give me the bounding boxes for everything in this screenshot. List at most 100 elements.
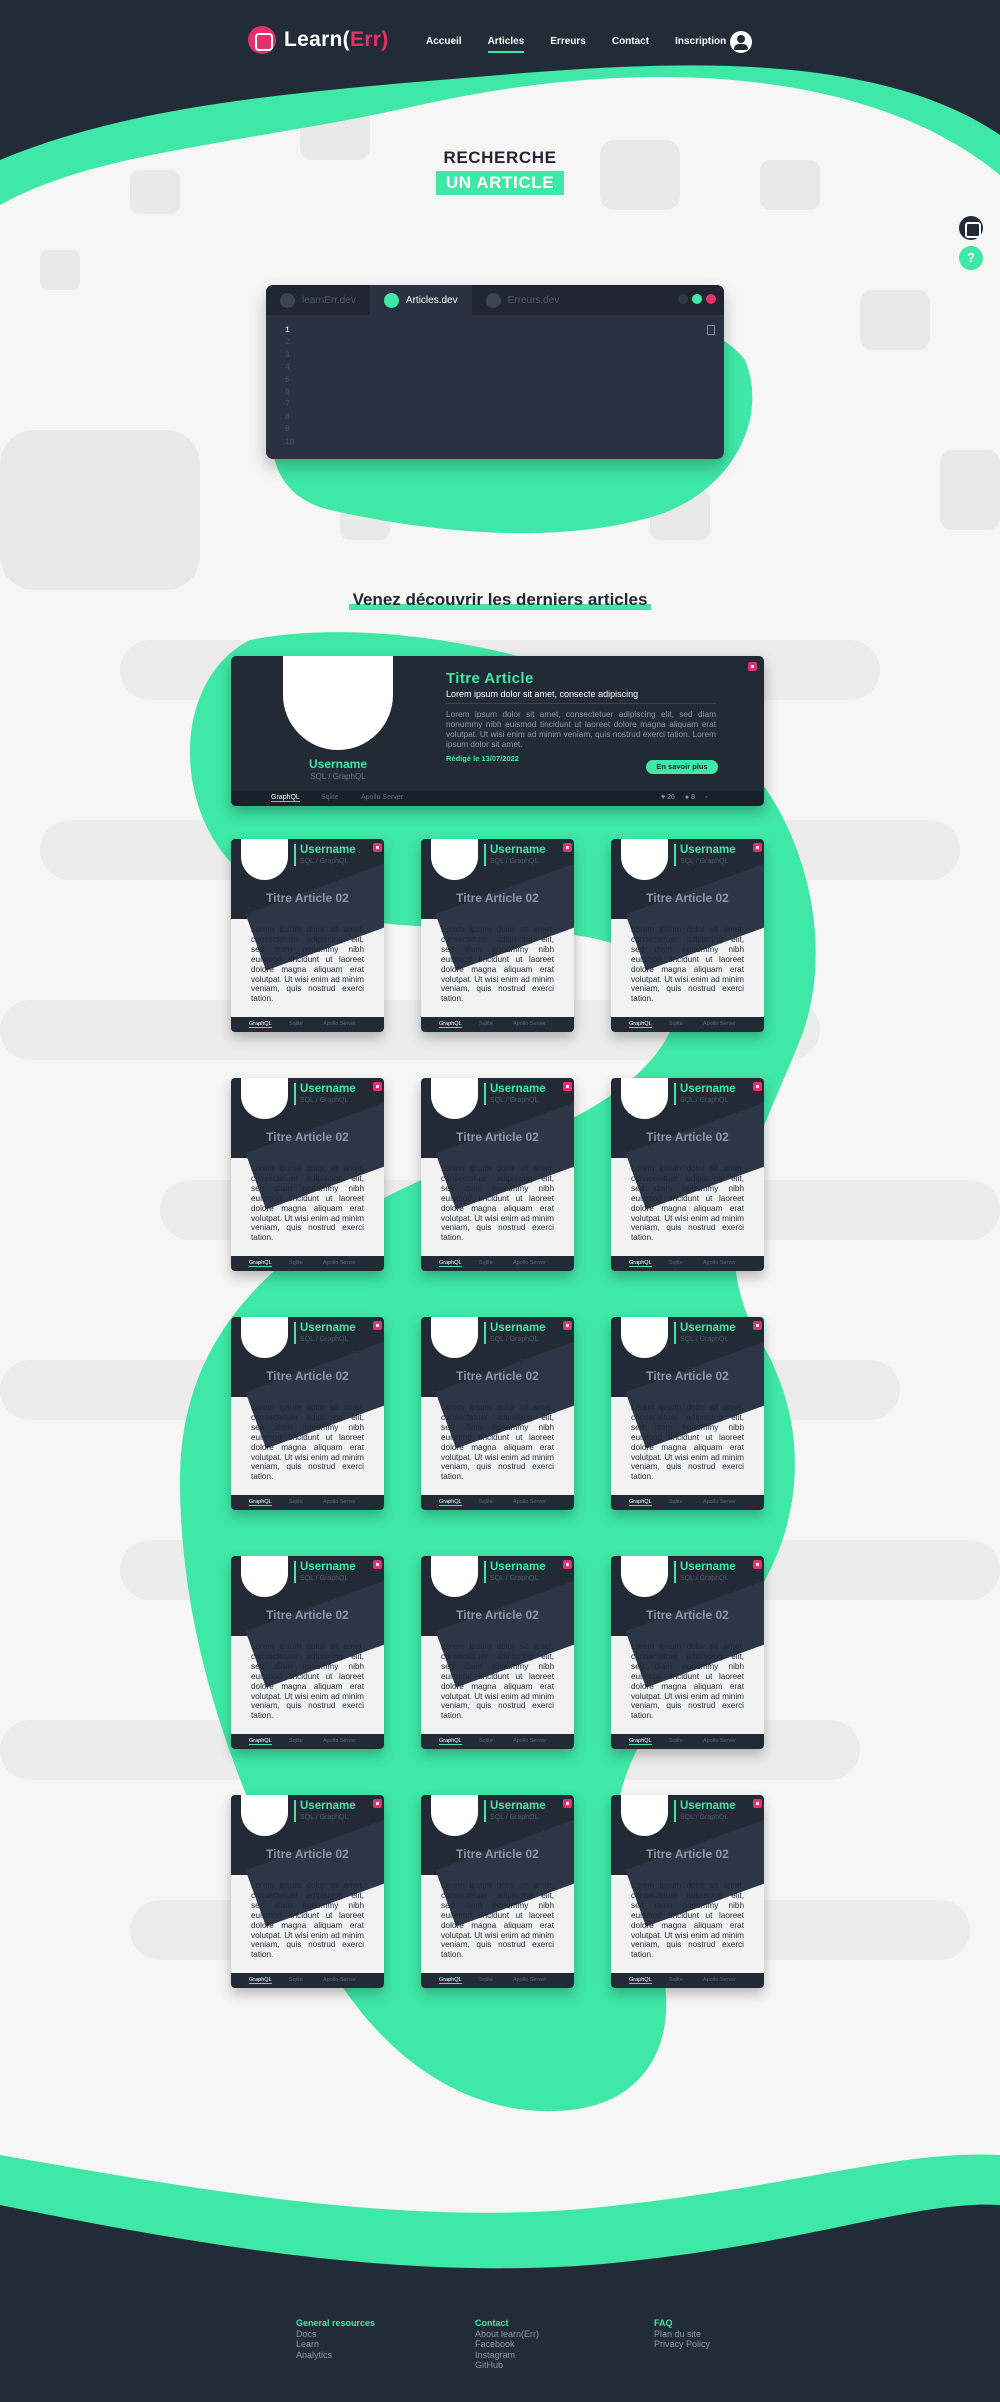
article-card[interactable]: Username SQL / GraphQL Titre Article 02 Lor…	[421, 839, 574, 1032]
tag-tab[interactable]: Apollo Server	[323, 1499, 357, 1505]
editor-body[interactable]: 1 2 3 4 5 6 7 8 9 10	[266, 315, 724, 449]
author-username[interactable]: Username	[300, 1800, 356, 1812]
article-card[interactable]: Username SQL / GraphQL Titre Article 02 Lor…	[421, 1795, 574, 1988]
document-icon[interactable]	[707, 325, 715, 335]
author-username[interactable]: Username	[308, 757, 368, 771]
author-username[interactable]: Username	[680, 1800, 736, 1812]
tag-tab[interactable]: Sqlite	[669, 1738, 683, 1744]
close-icon[interactable]	[563, 1799, 572, 1808]
article-card[interactable]: Username SQL / GraphQL Titre Article 02 Lor…	[611, 1556, 764, 1749]
article-title[interactable]: Titre Article 02	[456, 891, 539, 905]
article-card[interactable]: Username SQL / GraphQL Titre Article 02 Lor…	[421, 1317, 574, 1510]
more-icon[interactable]: ◦	[705, 794, 708, 801]
author-username[interactable]: Username	[490, 1800, 546, 1812]
close-icon[interactable]	[563, 1560, 572, 1569]
author-username[interactable]: Username	[680, 1322, 736, 1334]
footer-link[interactable]: Docs	[296, 2328, 317, 2339]
tag-tab[interactable]: GraphQL	[629, 1738, 652, 1745]
tag-tab[interactable]: Sqlite	[289, 1977, 303, 1983]
help-icon-button[interactable]: ?	[959, 246, 983, 270]
likes-count[interactable]: ♥ 26	[661, 794, 675, 801]
tag-tab[interactable]: Sqlite	[289, 1021, 303, 1027]
close-icon[interactable]	[373, 1082, 382, 1091]
author-username[interactable]: Username	[300, 1322, 356, 1334]
tag-tab[interactable]: GraphQL	[439, 1977, 462, 1984]
tag-tab[interactable]: Apollo Server	[703, 1738, 737, 1744]
footer-link[interactable]: About learn(Err)	[475, 2328, 540, 2339]
tab-articles-dev[interactable]: Articles.dev	[369, 285, 472, 315]
close-icon[interactable]	[373, 843, 382, 852]
user-circle-icon[interactable]	[730, 31, 752, 53]
article-title[interactable]: Titre Article 02	[456, 1369, 539, 1383]
footer-link[interactable]: GitHub	[475, 2360, 504, 2370]
footer-heading[interactable]: General resources	[296, 2318, 376, 2328]
article-title[interactable]: Titre Article 02	[456, 1608, 539, 1622]
tag-tab[interactable]: Sqlite	[669, 1977, 683, 1983]
footer-link[interactable]: Instagram	[475, 2349, 516, 2360]
tag-tab[interactable]: Sqlite	[479, 1260, 493, 1266]
article-title[interactable]: Titre Article 02	[646, 1130, 729, 1144]
tag-tab[interactable]: Sqlite	[479, 1977, 493, 1983]
close-icon[interactable]	[753, 1082, 762, 1091]
tag-tab[interactable]: Apollo Server	[703, 1499, 737, 1505]
tag-tab[interactable]: Sqlite	[321, 794, 339, 801]
author-username[interactable]: Username	[300, 1561, 356, 1573]
nav-item-articles[interactable]: Articles	[487, 36, 525, 53]
close-icon[interactable]	[753, 1560, 762, 1569]
tag-tab[interactable]: GraphQL	[249, 1738, 272, 1745]
tag-tab[interactable]: Sqlite	[289, 1499, 303, 1505]
footer-link[interactable]: Analytics	[296, 2349, 333, 2360]
tag-tab[interactable]: GraphQL	[249, 1021, 272, 1028]
tag-tab[interactable]: Apollo Server	[703, 1021, 737, 1027]
tag-tab[interactable]: Apollo Server	[323, 1977, 357, 1983]
article-title[interactable]: Titre Article 02	[456, 1130, 539, 1144]
article-card[interactable]: Username SQL / GraphQL Titre Article 02 Lor…	[611, 1795, 764, 1988]
tag-tab[interactable]: GraphQL	[439, 1260, 462, 1267]
author-username[interactable]: Username	[490, 1322, 546, 1334]
footer-link[interactable]: Privacy Policy	[654, 2339, 711, 2349]
close-icon[interactable]	[373, 1321, 382, 1330]
tag-tab[interactable]: Apollo Server	[513, 1499, 547, 1505]
tag-tab[interactable]: GraphQL	[439, 1021, 462, 1028]
tab-erreurs-dev[interactable]: Erreurs.dev	[472, 285, 574, 315]
close-icon[interactable]	[753, 1321, 762, 1330]
article-title[interactable]: Titre Article	[446, 670, 534, 687]
featured-article-card[interactable]: Username SQL / GraphQL Titre Article Lor…	[231, 656, 764, 806]
article-card[interactable]: Username SQL / GraphQL Titre Article 02 Lor…	[231, 839, 384, 1032]
logo-icon-button[interactable]	[959, 216, 983, 240]
author-username[interactable]: Username	[490, 1561, 546, 1573]
nav-item-contact[interactable]: Contact	[611, 36, 650, 47]
tag-tab[interactable]: Apollo Server	[513, 1260, 547, 1266]
footer-link[interactable]: Learn	[296, 2339, 320, 2349]
tag-tab[interactable]: Apollo Server	[361, 794, 404, 801]
tag-tab[interactable]: Apollo Server	[323, 1021, 357, 1027]
tag-tab[interactable]: Sqlite	[479, 1021, 493, 1027]
article-card[interactable]: Username SQL / GraphQL Titre Article 02 Lor…	[421, 1078, 574, 1271]
article-card[interactable]: Username SQL / GraphQL Titre Article 02 Lor…	[611, 839, 764, 1032]
tag-tab[interactable]: Sqlite	[669, 1499, 683, 1505]
tag-tab[interactable]: Sqlite	[289, 1738, 303, 1744]
author-username[interactable]: Username	[490, 844, 546, 856]
tag-tab[interactable]: GraphQL	[249, 1977, 272, 1984]
tag-tab[interactable]: GraphQL	[629, 1499, 652, 1506]
article-card[interactable]: Username SQL / GraphQL Titre Article 02 Lor…	[231, 1317, 384, 1510]
window-dot-icon[interactable]	[678, 294, 688, 304]
close-icon[interactable]	[563, 1321, 572, 1330]
tab-learnerr-dev[interactable]: learnErr.dev	[266, 285, 370, 315]
article-title[interactable]: Titre Article 02	[266, 1608, 349, 1622]
close-icon[interactable]	[563, 843, 572, 852]
tag-tab[interactable]: Apollo Server	[513, 1977, 547, 1983]
author-username[interactable]: Username	[680, 844, 736, 856]
tag-tab[interactable]: GraphQL	[249, 1260, 272, 1267]
article-title[interactable]: Titre Article 02	[646, 1369, 729, 1383]
tag-tab[interactable]: GraphQL	[629, 1977, 652, 1984]
tag-tab[interactable]: GraphQL	[629, 1021, 652, 1028]
brand-logo[interactable]: Learn(Err)	[248, 26, 389, 54]
tag-tab[interactable]: GraphQL	[439, 1499, 462, 1506]
author-username[interactable]: Username	[300, 1083, 356, 1095]
author-username[interactable]: Username	[490, 1083, 546, 1095]
close-icon[interactable]	[753, 1799, 762, 1808]
close-icon[interactable]	[563, 1082, 572, 1091]
author-username[interactable]: Username	[680, 1083, 736, 1095]
read-more-button[interactable]: En savoir plus	[646, 760, 718, 774]
